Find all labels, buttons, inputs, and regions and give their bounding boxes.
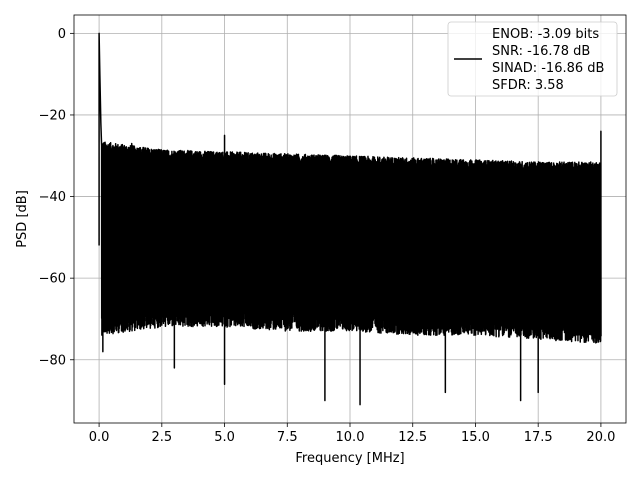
x-tick-label: 7.5 xyxy=(277,430,298,445)
x-tick-label: 5.0 xyxy=(214,430,235,445)
x-tick-label: 2.5 xyxy=(151,430,172,445)
x-tick-label: 17.5 xyxy=(524,430,553,445)
x-tick-label: 20.0 xyxy=(586,430,615,445)
x-tick-label: 12.5 xyxy=(398,430,427,445)
x-axis-label: Frequency [MHz] xyxy=(295,451,404,466)
legend-line-sinad: SINAD: -16.86 dB xyxy=(492,61,604,76)
x-tick-label: 10.0 xyxy=(336,430,365,445)
x-tick-label: 15.0 xyxy=(461,430,490,445)
legend-line-snr: SNR: -16.78 dB xyxy=(492,44,590,59)
legend-line-enob: ENOB: -3.09 bits xyxy=(492,27,599,42)
y-tick-label: −40 xyxy=(39,190,66,205)
axis-ticks: 0.0 2.5 5.0 7.5 10.0 12.5 15.0 17.5 20.0 0 −20 −40 −… xyxy=(39,27,616,445)
legend-line-sfdr: SFDR: 3.58 xyxy=(492,78,564,93)
y-tick-label: −60 xyxy=(39,272,66,287)
y-tick-label: 0 xyxy=(58,27,66,42)
y-axis-label: PSD [dB] xyxy=(15,190,30,248)
psd-trace xyxy=(98,32,602,406)
y-tick-label: −80 xyxy=(39,353,66,368)
x-tick-label: 0.0 xyxy=(89,430,110,445)
legend: ENOB: -3.09 bits SNR: -16.78 dB SINAD: -… xyxy=(447,21,618,97)
legend-box xyxy=(447,21,618,97)
y-tick-label: −20 xyxy=(39,108,66,123)
psd-series xyxy=(98,32,602,406)
